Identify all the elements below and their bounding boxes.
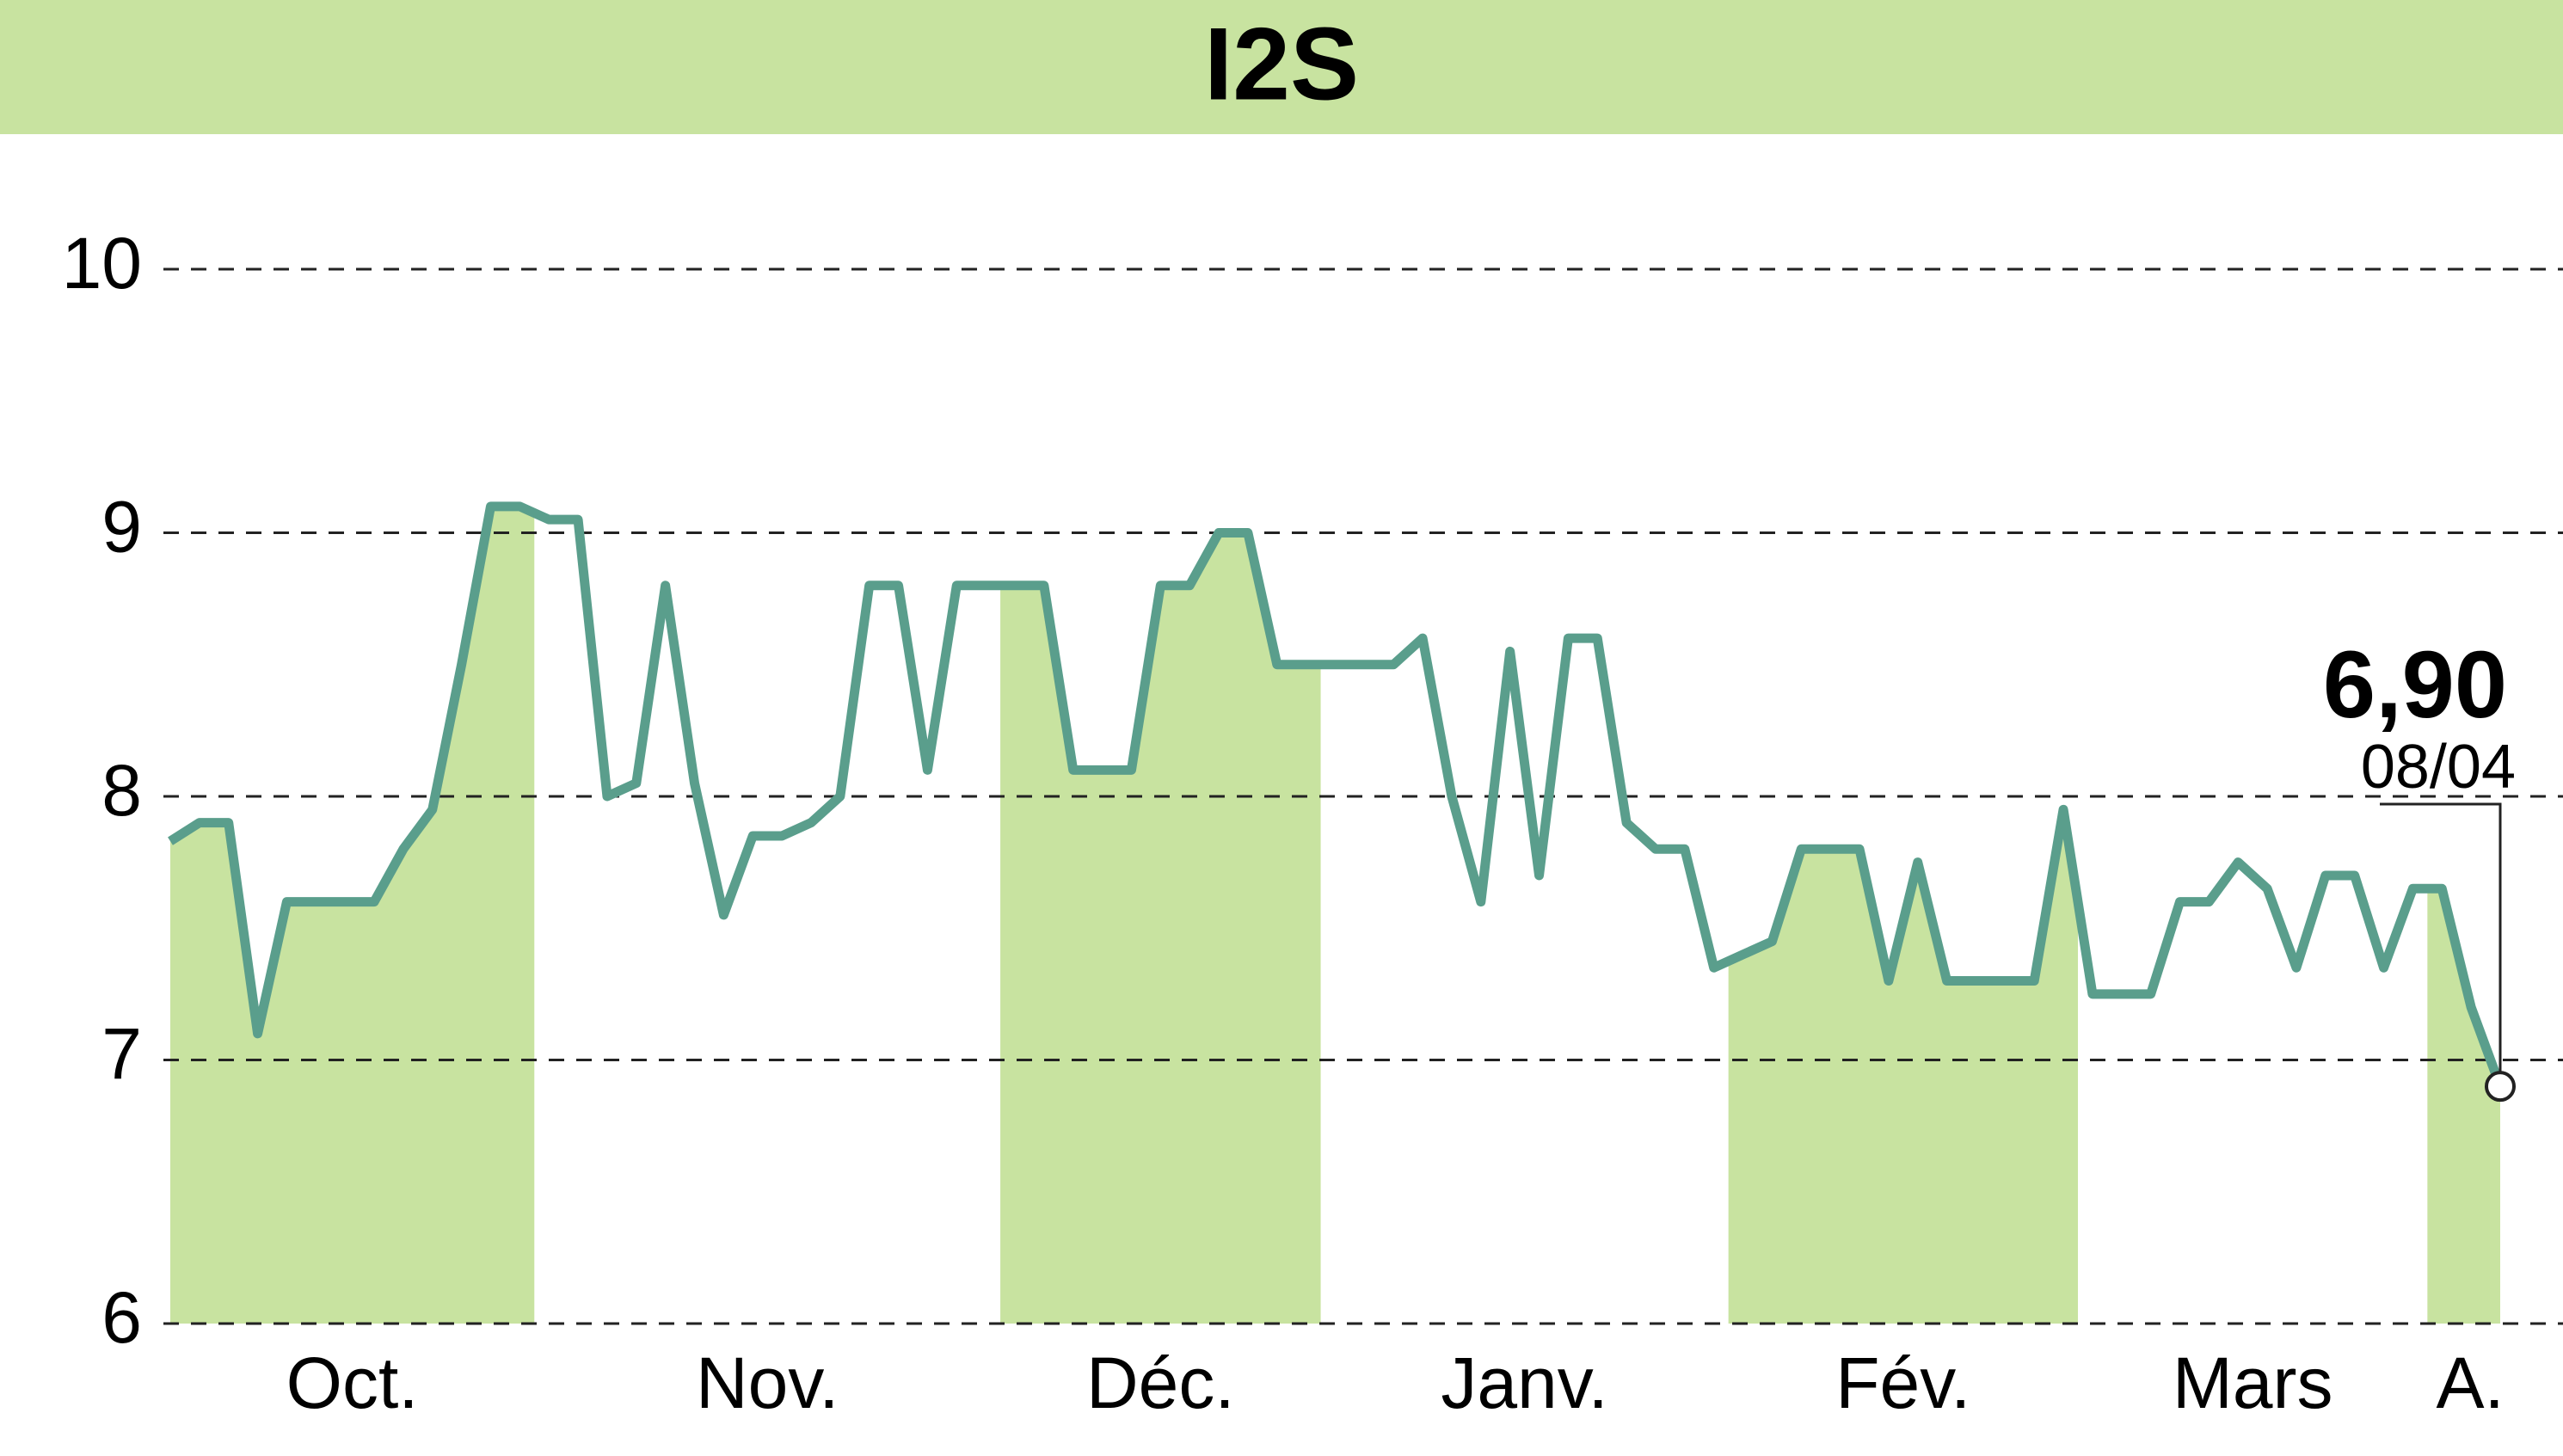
x-tick-label: Oct. — [286, 1342, 419, 1423]
chart-title: I2S — [1204, 7, 1359, 122]
last-date-label: 08/04 — [2361, 733, 2516, 802]
price-line — [168, 501, 2505, 1089]
y-tick-label: 9 — [101, 487, 142, 568]
y-tick-label: 10 — [62, 223, 142, 304]
x-tick-label: Déc. — [1086, 1342, 1235, 1423]
month-band — [170, 506, 535, 1324]
callout-line — [2380, 802, 2502, 1073]
month-band — [1000, 532, 1321, 1324]
y-tick-label: 8 — [101, 750, 142, 831]
last-value-label: 6,90 — [2323, 632, 2507, 738]
x-tick-label: Nov. — [696, 1342, 839, 1423]
y-tick-label: 6 — [101, 1277, 142, 1358]
last-point — [2485, 1071, 2516, 1103]
title-band — [0, 0, 2563, 134]
month-band — [1728, 809, 2078, 1324]
y-tick-label: 7 — [101, 1014, 142, 1095]
x-tick-label: Janv. — [1441, 1342, 1608, 1423]
month-band — [2427, 888, 2500, 1324]
x-tick-label: A. — [2436, 1342, 2504, 1423]
x-tick-label: Mars — [2173, 1342, 2333, 1423]
x-tick-label: Fév. — [1835, 1342, 1970, 1423]
